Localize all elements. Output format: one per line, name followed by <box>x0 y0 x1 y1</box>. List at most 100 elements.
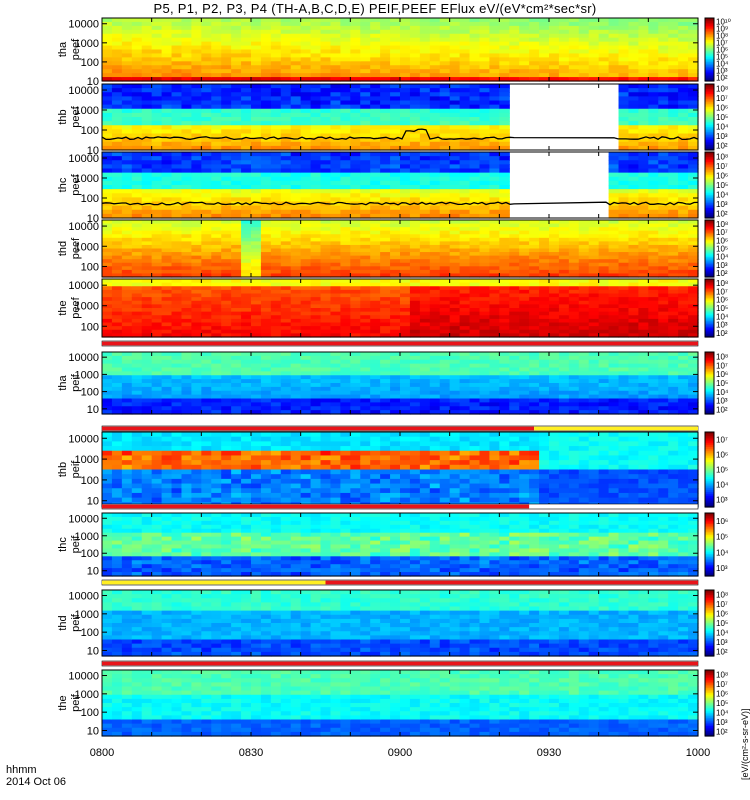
heatmap-cell <box>519 311 530 316</box>
heatmap-cell <box>588 53 600 58</box>
heatmap-cell <box>280 193 292 198</box>
heatmap-cell <box>370 252 381 257</box>
heatmap-cell <box>370 133 381 139</box>
heatmap-cell <box>598 329 610 334</box>
heatmap-cell <box>648 45 659 51</box>
heatmap-cell <box>558 304 570 309</box>
colorbar-cell <box>705 92 714 95</box>
heatmap-cell <box>330 129 341 135</box>
heatmap-cell <box>270 21 282 27</box>
heatmap-cell <box>161 318 173 324</box>
heatmap-cell <box>608 73 620 78</box>
colorbar-cell <box>705 286 714 289</box>
heatmap-cell <box>598 37 610 43</box>
colorbar-cell <box>705 186 714 189</box>
heatmap-cell <box>211 297 222 302</box>
colorbar-cell <box>705 27 714 30</box>
heatmap-cell <box>350 29 361 35</box>
heatmap-cell <box>201 248 212 253</box>
heatmap-cell <box>141 29 153 35</box>
heatmap-cell <box>201 92 212 97</box>
heatmap-cell <box>489 41 500 47</box>
heatmap-cell <box>141 145 153 151</box>
colorbar-cell <box>705 100 714 103</box>
heatmap-cell <box>270 168 282 174</box>
heatmap-cell <box>539 220 550 225</box>
heatmap-cell <box>429 262 441 267</box>
heatmap-cell <box>469 57 481 62</box>
heatmap-cell <box>121 355 133 361</box>
heatmap-cell <box>280 96 292 102</box>
heatmap-cell <box>678 18 689 23</box>
heatmap-cell <box>529 286 540 291</box>
heatmap-cell <box>668 129 679 135</box>
heatmap-cell <box>370 333 381 338</box>
heatmap-cell <box>678 189 689 194</box>
heatmap-cell <box>638 266 649 271</box>
heatmap-cell <box>141 205 153 211</box>
heatmap-cell <box>310 180 322 186</box>
heatmap-cell <box>141 164 153 170</box>
heatmap-cell <box>390 121 401 126</box>
heatmap-cell <box>330 141 341 147</box>
heatmap-cell <box>161 25 173 31</box>
heatmap-cell <box>469 234 481 239</box>
heatmap-cell <box>270 252 282 257</box>
heatmap-cell <box>131 18 143 23</box>
heatmap-cell <box>330 189 341 194</box>
heatmap-cell <box>161 37 173 43</box>
heatmap-cell <box>588 318 600 324</box>
heatmap-cell <box>241 266 252 271</box>
heatmap-cell <box>409 318 421 324</box>
heatmap-cell <box>360 88 371 93</box>
heatmap-cell <box>360 286 371 291</box>
heatmap-cell <box>111 227 123 232</box>
heatmap-cell <box>231 29 242 35</box>
heatmap-cell <box>161 121 173 126</box>
heatmap-cell <box>221 84 232 89</box>
heatmap-cell <box>320 209 332 215</box>
heatmap-cell <box>648 234 659 239</box>
heatmap-cell <box>688 322 699 327</box>
heatmap-cell <box>598 259 610 264</box>
heatmap-cell <box>121 18 133 23</box>
heatmap-cell <box>131 176 143 182</box>
heatmap-cell <box>370 21 381 27</box>
heatmap-cell <box>400 255 411 260</box>
heatmap-cell <box>211 279 222 284</box>
heatmap-cell <box>211 241 222 246</box>
heatmap-cell <box>260 117 272 122</box>
heatmap-cell <box>191 33 202 39</box>
heatmap-cell <box>439 49 451 55</box>
heatmap-cell <box>419 141 431 147</box>
heatmap-cell <box>161 57 173 62</box>
heatmap-cell <box>568 259 580 264</box>
heatmap-cell <box>330 29 341 35</box>
heatmap-cell <box>330 168 341 174</box>
heatmap-cell <box>340 252 351 257</box>
heatmap-cell <box>578 49 590 55</box>
heatmap-cell <box>549 252 560 257</box>
heatmap-cell <box>409 96 421 102</box>
heatmap-cell <box>499 259 510 264</box>
heatmap-cell <box>400 18 411 23</box>
heatmap-cell <box>469 18 481 23</box>
heatmap-cell <box>380 21 391 27</box>
heatmap-cell <box>270 282 282 287</box>
heatmap-cell <box>390 220 401 225</box>
heatmap-cell <box>280 185 292 190</box>
heatmap-cell <box>499 100 510 106</box>
heatmap-cell <box>181 77 192 82</box>
heatmap-cell <box>658 293 669 298</box>
heatmap-cell <box>141 176 153 182</box>
heatmap-cell <box>151 311 163 316</box>
heatmap-cell <box>171 133 183 139</box>
heatmap-cell <box>280 282 292 287</box>
heatmap-cell <box>251 197 262 203</box>
heatmap-cell <box>558 61 570 66</box>
heatmap-cell <box>340 33 351 39</box>
heatmap-cell <box>499 145 510 151</box>
heatmap-cell <box>151 304 163 309</box>
heatmap-cell <box>419 168 431 174</box>
heatmap-cell <box>280 255 292 260</box>
